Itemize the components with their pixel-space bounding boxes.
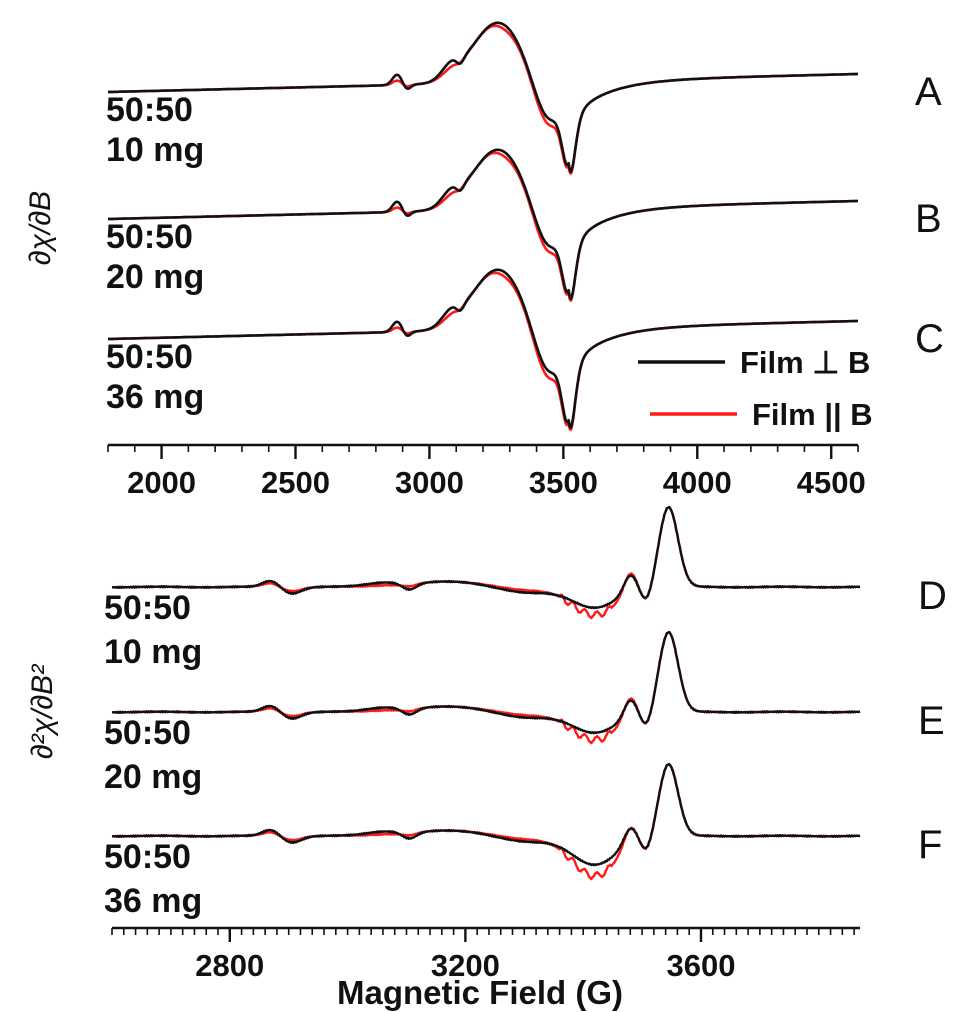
trace-f-parallel-line [111,762,861,881]
top-tick-label: 4000 [663,465,732,500]
trace-d-perpendicular-line [111,505,861,610]
trace-letter-a: A [915,70,942,114]
sample-ratio-label: 50:50 [104,714,191,752]
trace-f-perpendicular-line [111,762,861,867]
sample-mass-label: 36 mg [106,378,204,416]
trace-d-parallel-line [111,505,861,620]
top-tick-label: 3000 [395,465,464,500]
sample-mass-label: 20 mg [106,258,204,296]
trace-letter-d: D [918,574,947,618]
trace-e-perpendicular-line [111,630,861,735]
trace-a-perpendicular-line [107,21,859,173]
legend-parallel-label: Film || B [752,397,873,432]
top-tick-label: 3500 [529,465,598,500]
trace-letter-e: E [918,699,945,743]
sample-mass-label: 10 mg [104,633,202,671]
top-tick-label: 2500 [261,465,330,500]
top-y-axis-title: ∂χ/∂B [24,191,57,265]
bottom-tick-label: 2800 [195,948,264,983]
sample-ratio-label: 50:50 [106,218,193,256]
sample-ratio-label: 50:50 [106,338,193,376]
sample-mass-label: 20 mg [104,758,202,796]
legend-perpendicular-label: Film ⊥ B [740,345,870,380]
top-tick-label: 4500 [797,465,866,500]
trace-letter-f: F [918,823,942,867]
sample-mass-label: 36 mg [104,882,202,920]
x-axis-title: Magnetic Field (G) [337,974,623,1011]
sample-ratio-label: 50:50 [104,838,191,876]
trace-letter-c: C [915,317,944,361]
trace-c-perpendicular-line [107,268,859,429]
top-tick-label: 2000 [127,465,196,500]
bottom-y-axis-title: ∂²χ/∂B² [26,664,59,759]
bottom-tick-label: 3200 [431,948,500,983]
bottom-panel: D 50:50 10 mg E 50:50 20 mg F 50:50 36 mg ∂²χ/∂B²… [26,505,947,1011]
sample-ratio-label: 50:50 [104,589,191,627]
trace-b-perpendicular-line [107,148,859,300]
bottom-tick-label: 3600 [666,948,735,983]
trace-a-parallel-line [107,24,859,175]
trace-letter-b: B [915,197,942,241]
sample-ratio-label: 50:50 [106,91,193,129]
trace-e-parallel-line [111,630,861,745]
sample-mass-label: 10 mg [106,131,204,169]
